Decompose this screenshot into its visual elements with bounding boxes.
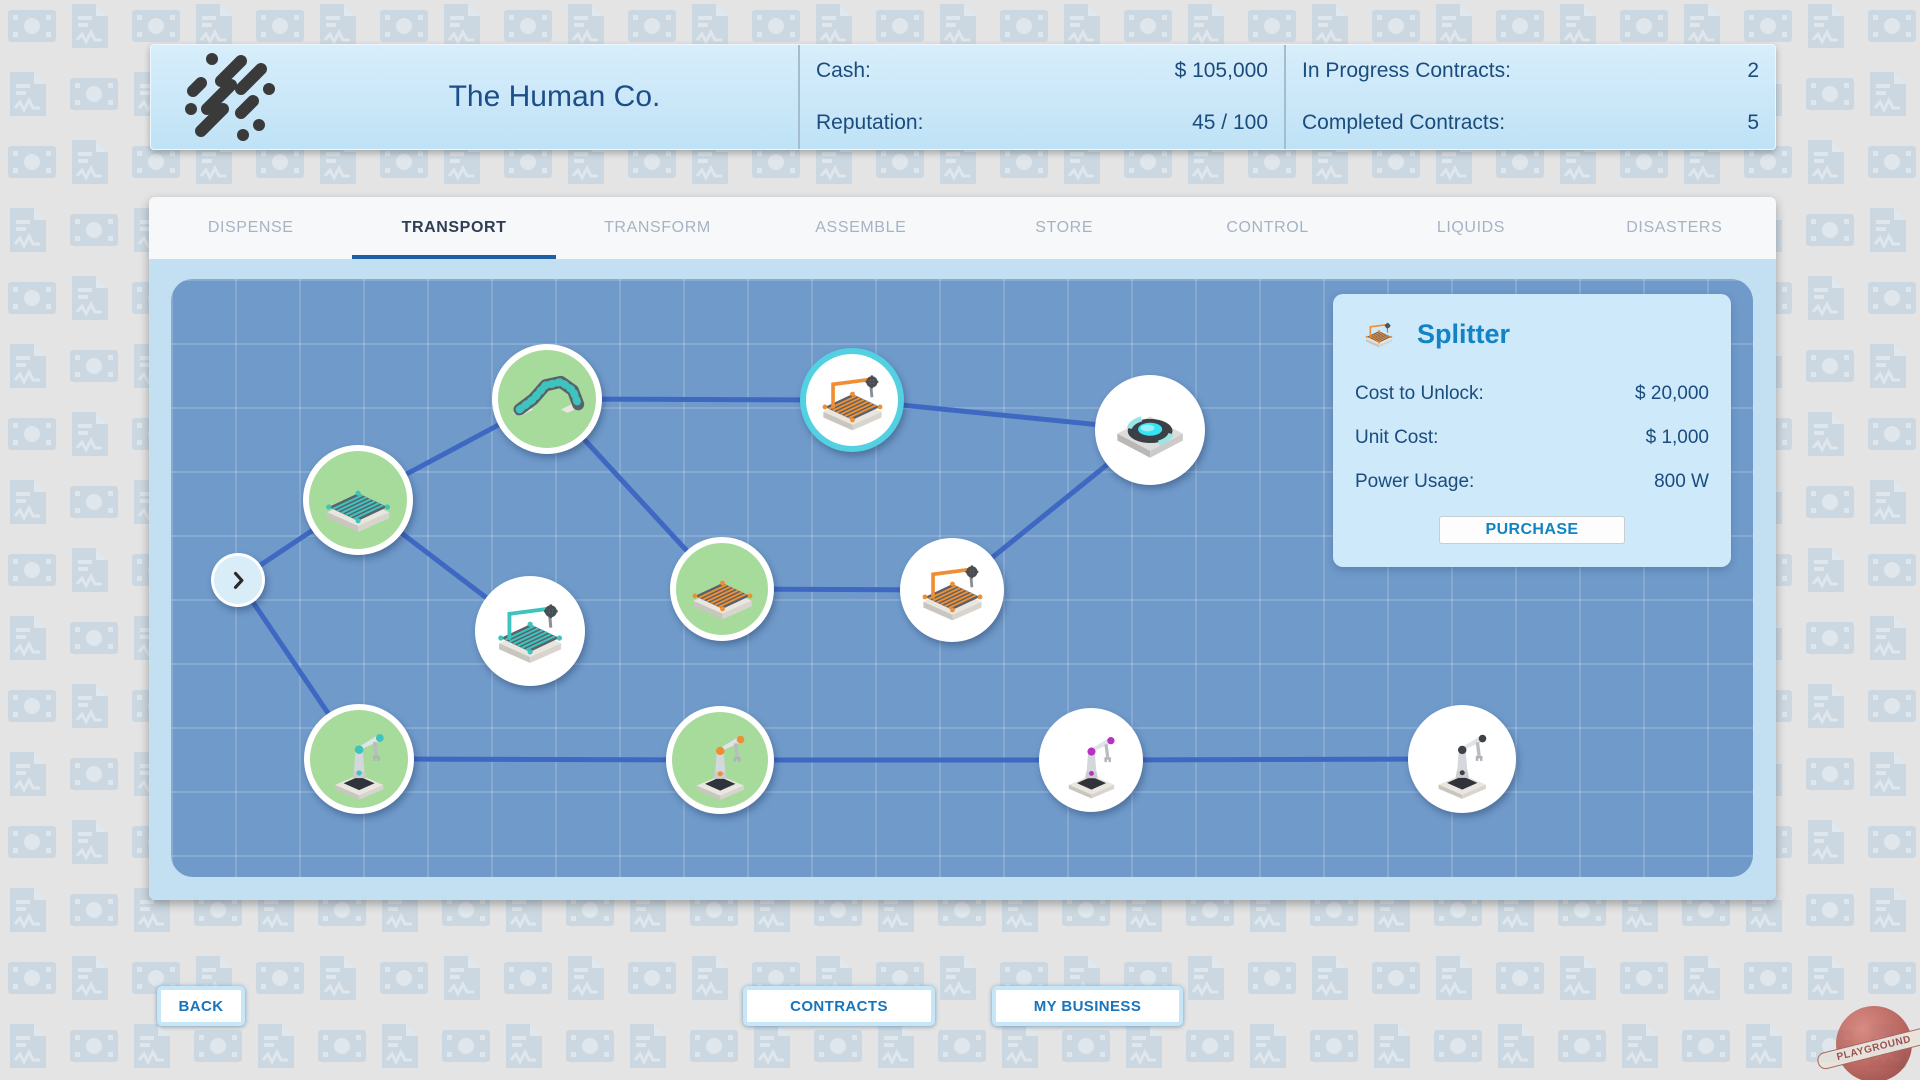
completed-contracts-label: Completed Contracts: <box>1302 111 1506 134</box>
tree-node-splitter[interactable] <box>800 348 904 452</box>
tree-node-conveyor-bridge[interactable] <box>492 344 602 454</box>
header-title-column: The Human Co. <box>151 45 798 149</box>
machine-info-panel: Splitter Cost to Unlock: $ 20,000 Unit C… <box>1333 294 1731 567</box>
contracts-button[interactable]: CONTRACTS <box>743 986 935 1026</box>
purchase-button[interactable]: PURCHASE <box>1439 516 1625 544</box>
my-business-button[interactable]: MY BUSINESS <box>992 986 1183 1026</box>
tree-node-robot-arm-adv[interactable] <box>1039 708 1143 812</box>
splitter-icon <box>922 564 982 620</box>
in-progress-contracts-row: In Progress Contracts: 2 <box>1286 45 1775 97</box>
tab-dispense[interactable]: DISPENSE <box>207 219 294 236</box>
reputation-row: Reputation: 45 / 100 <box>800 97 1284 149</box>
robot-icon <box>1438 734 1487 799</box>
tree-node-conveyor-fast[interactable] <box>670 537 774 641</box>
bridge-icon <box>512 375 585 417</box>
tab-liquids[interactable]: LIQUIDS <box>1436 219 1506 236</box>
reputation-value: 45 / 100 <box>1192 111 1268 134</box>
robot-icon <box>1068 736 1115 799</box>
tab-transform[interactable]: TRANSFORM <box>604 219 711 236</box>
tree-node-robot-arm-fast[interactable] <box>666 706 774 814</box>
tab-transport[interactable]: TRANSPORT <box>352 197 557 259</box>
header-contracts-column: In Progress Contracts: 2 Completed Contr… <box>1284 45 1775 149</box>
robot-icon <box>334 733 384 800</box>
cost-to-unlock-value: $ 20,000 <box>1635 383 1709 404</box>
in-progress-contracts-label: In Progress Contracts: <box>1302 59 1511 82</box>
cost-to-unlock-row: Cost to Unlock: $ 20,000 <box>1355 372 1709 416</box>
cash-value: $ 105,000 <box>1174 59 1268 82</box>
tab-control[interactable]: CONTROL <box>1226 219 1309 236</box>
tab-disasters[interactable]: DISASTERS <box>1626 219 1723 236</box>
tab-store[interactable]: STORE <box>1035 219 1094 236</box>
cost-to-unlock-label: Cost to Unlock: <box>1355 383 1484 404</box>
cash-row: Cash: $ 105,000 <box>800 45 1284 97</box>
cash-label: Cash: <box>816 59 871 82</box>
splitter-icon <box>822 374 882 430</box>
conveyor-icon <box>326 490 390 532</box>
tab-assemble[interactable]: ASSEMBLE <box>815 219 907 236</box>
chevron-icon <box>233 571 244 589</box>
power-usage-label: Power Usage: <box>1355 471 1475 492</box>
back-button[interactable]: BACK <box>157 986 245 1026</box>
tree-node-tree-root-chevron[interactable] <box>211 553 265 607</box>
power-usage-row: Power Usage: 800 W <box>1355 460 1709 504</box>
machine-title: Splitter <box>1417 318 1511 349</box>
company-header: The Human Co. Cash: $ 105,000 Reputation… <box>150 44 1776 150</box>
unit-cost-row: Unit Cost: $ 1,000 <box>1355 416 1709 460</box>
unit-cost-label: Unit Cost: <box>1355 427 1439 448</box>
completed-contracts-value: 5 <box>1747 111 1759 134</box>
tree-node-robot-arm-heavy[interactable] <box>1408 705 1516 813</box>
header-money-column: Cash: $ 105,000 Reputation: 45 / 100 <box>798 45 1284 149</box>
tree-node-splitter-variant[interactable] <box>475 576 585 686</box>
in-progress-contracts-value: 2 <box>1747 59 1759 82</box>
unit-cost-value: $ 1,000 <box>1645 427 1709 448</box>
splitter-icon <box>498 604 562 663</box>
category-tabbar: DISPENSE TRANSPORT TRANSFORM ASSEMBLE ST… <box>149 197 1776 259</box>
company-name: The Human Co. <box>448 80 661 113</box>
reputation-label: Reputation: <box>816 111 924 134</box>
company-logo-icon <box>151 44 311 150</box>
tree-node-splitter-fast[interactable] <box>900 538 1004 642</box>
power-usage-value: 800 W <box>1654 471 1709 492</box>
splitter-icon <box>1365 322 1393 348</box>
tree-node-rotator[interactable] <box>1095 375 1205 485</box>
conveyor-icon <box>692 580 752 619</box>
tree-node-conveyor[interactable] <box>303 445 413 555</box>
robot-icon <box>696 735 745 800</box>
tree-node-robot-arm[interactable] <box>304 704 414 814</box>
completed-contracts-row: Completed Contracts: 5 <box>1286 97 1775 149</box>
rotator-icon <box>1117 416 1183 458</box>
